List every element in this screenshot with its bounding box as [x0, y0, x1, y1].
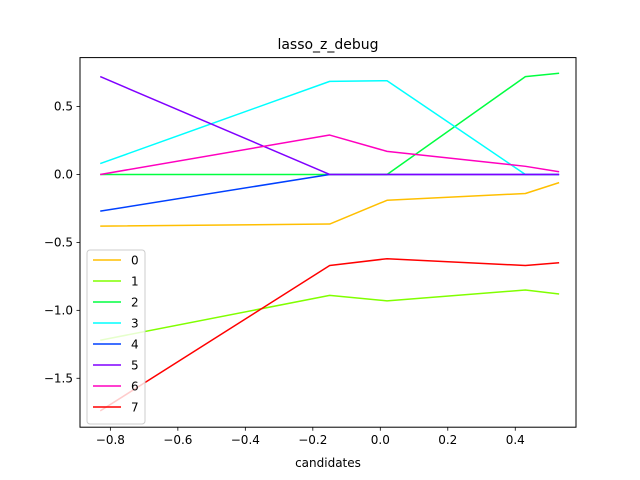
legend-label-0: 0 — [131, 254, 139, 268]
y-tick-label: 0.5 — [54, 100, 73, 114]
ticks-layer: −0.8 −0.6 −0.4 −0.2 0.0 0.2 0.4 −1.5 −1.0 −0.5 0.0… — [44, 100, 525, 448]
legend-label-6: 6 — [131, 380, 139, 394]
series-line-7 — [99, 257, 560, 412]
legend-label-2: 2 — [131, 296, 139, 310]
x-tick-label: −0.8 — [96, 433, 125, 447]
x-tick-label: −0.6 — [163, 433, 192, 447]
legend: 0 1 2 3 4 5 6 7 — [86, 249, 146, 425]
y-tick-label: −1.5 — [44, 371, 73, 385]
x-tick-label: 0.4 — [506, 433, 525, 447]
series-layer — [99, 72, 560, 412]
legend-label-7: 7 — [131, 401, 139, 415]
series-line-5 — [99, 75, 560, 176]
legend-label-1: 1 — [131, 275, 139, 289]
x-axis-label: candidates — [295, 456, 361, 470]
x-tick-label: 0.0 — [371, 433, 390, 447]
x-tick-label: 0.2 — [438, 433, 457, 447]
y-tick-label: 0.0 — [54, 167, 73, 181]
series-line-6 — [100, 134, 560, 176]
chart-title: lasso_z_debug — [277, 37, 378, 53]
x-tick-label: −0.2 — [298, 433, 327, 447]
y-tick-label: −1.0 — [44, 303, 73, 317]
plot-frame — [79, 57, 577, 428]
legend-box — [86, 249, 146, 425]
x-tick-label: −0.4 — [231, 433, 260, 447]
legend-label-4: 4 — [131, 338, 139, 352]
series-line-1 — [100, 289, 560, 341]
legend-label-5: 5 — [131, 359, 139, 373]
series-line-0 — [100, 181, 560, 227]
legend-label-3: 3 — [131, 317, 139, 331]
y-tick-label: −0.5 — [44, 235, 73, 249]
